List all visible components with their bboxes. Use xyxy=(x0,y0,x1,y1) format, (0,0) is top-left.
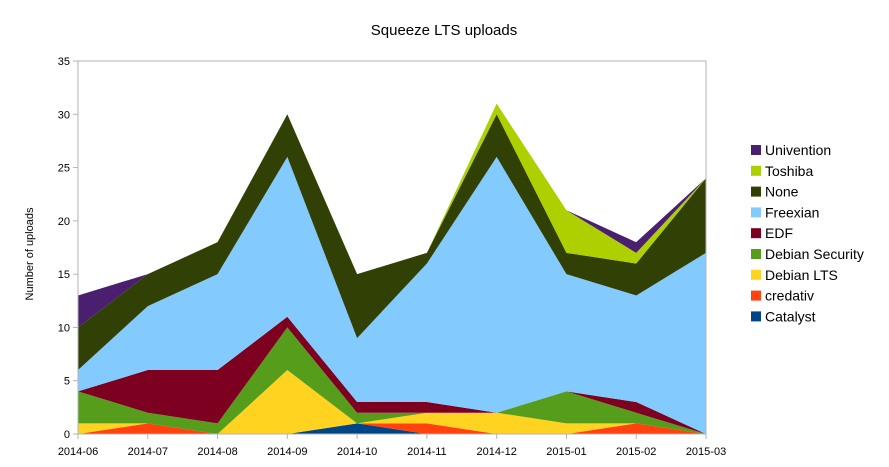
legend-label: Univention xyxy=(765,142,831,158)
legend-item: EDF xyxy=(751,225,793,241)
area-credativ xyxy=(78,423,706,434)
legend-swatch xyxy=(751,290,761,301)
legend-item: None xyxy=(751,184,799,200)
x-tick-label: 2014-11 xyxy=(407,446,447,458)
legend-item: Univention xyxy=(751,142,831,158)
legend-swatch xyxy=(751,249,761,259)
legend-item: Catalyst xyxy=(751,308,816,324)
legend: Univention Toshiba None Freexian EDF Debian S… xyxy=(751,142,864,324)
x-tick-label: 2015-03 xyxy=(686,446,726,458)
legend-swatch xyxy=(751,165,761,176)
legend-label: credativ xyxy=(765,288,814,304)
legend-label: EDF xyxy=(765,225,793,241)
legend-item: Debian Security xyxy=(751,246,864,262)
legend-swatch xyxy=(751,269,761,280)
legend-label: None xyxy=(765,184,799,200)
area-debian-lts xyxy=(78,370,706,434)
x-tick-label: 2015-01 xyxy=(546,446,586,458)
axes-layer: 0 5 10 15 20 25 30 35 2014-06 2014-07 2014-08 2014-… xyxy=(58,56,726,458)
x-tick-label: 2015-02 xyxy=(616,446,656,458)
legend-label: Toshiba xyxy=(765,163,813,179)
legend-item: Toshiba xyxy=(751,163,813,179)
x-tick-label: 2014-09 xyxy=(267,446,307,458)
area-catalyst xyxy=(78,423,706,434)
y-axis-title: Number of uploads xyxy=(24,207,36,300)
legend-label: Freexian xyxy=(765,204,819,220)
y-tick-label: 25 xyxy=(58,163,70,175)
area-freexian xyxy=(78,156,706,434)
x-tick-label: 2014-12 xyxy=(476,446,516,458)
legend-item: credativ xyxy=(751,288,814,304)
legend-swatch xyxy=(751,311,761,322)
area-debian-security xyxy=(78,327,706,434)
chart-title: Squeeze LTS uploads xyxy=(371,22,518,39)
legend-item: Debian LTS xyxy=(751,267,838,283)
y-tick-label: 20 xyxy=(58,216,70,228)
legend-label: Catalyst xyxy=(765,308,816,324)
legend-swatch xyxy=(751,186,761,197)
legend-item: Freexian xyxy=(751,204,819,220)
y-tick-label: 0 xyxy=(64,429,70,441)
x-tick-label: 2014-06 xyxy=(58,446,98,458)
y-tick-label: 10 xyxy=(58,322,70,334)
x-tick-label: 2014-08 xyxy=(197,446,237,458)
x-tick-label: 2014-07 xyxy=(128,446,168,458)
legend-label: Debian Security xyxy=(765,246,864,262)
area-edf xyxy=(78,316,706,434)
legend-swatch xyxy=(751,228,761,239)
x-tick-label: 2014-10 xyxy=(337,446,377,458)
y-tick-label: 30 xyxy=(58,109,70,121)
legend-swatch xyxy=(751,145,761,155)
legend-swatch xyxy=(751,207,761,218)
y-tick-label: 15 xyxy=(58,269,70,281)
legend-label: Debian LTS xyxy=(765,267,838,283)
areas-layer xyxy=(78,103,706,434)
y-tick-label: 5 xyxy=(64,376,70,388)
y-tick-label: 35 xyxy=(58,56,70,68)
